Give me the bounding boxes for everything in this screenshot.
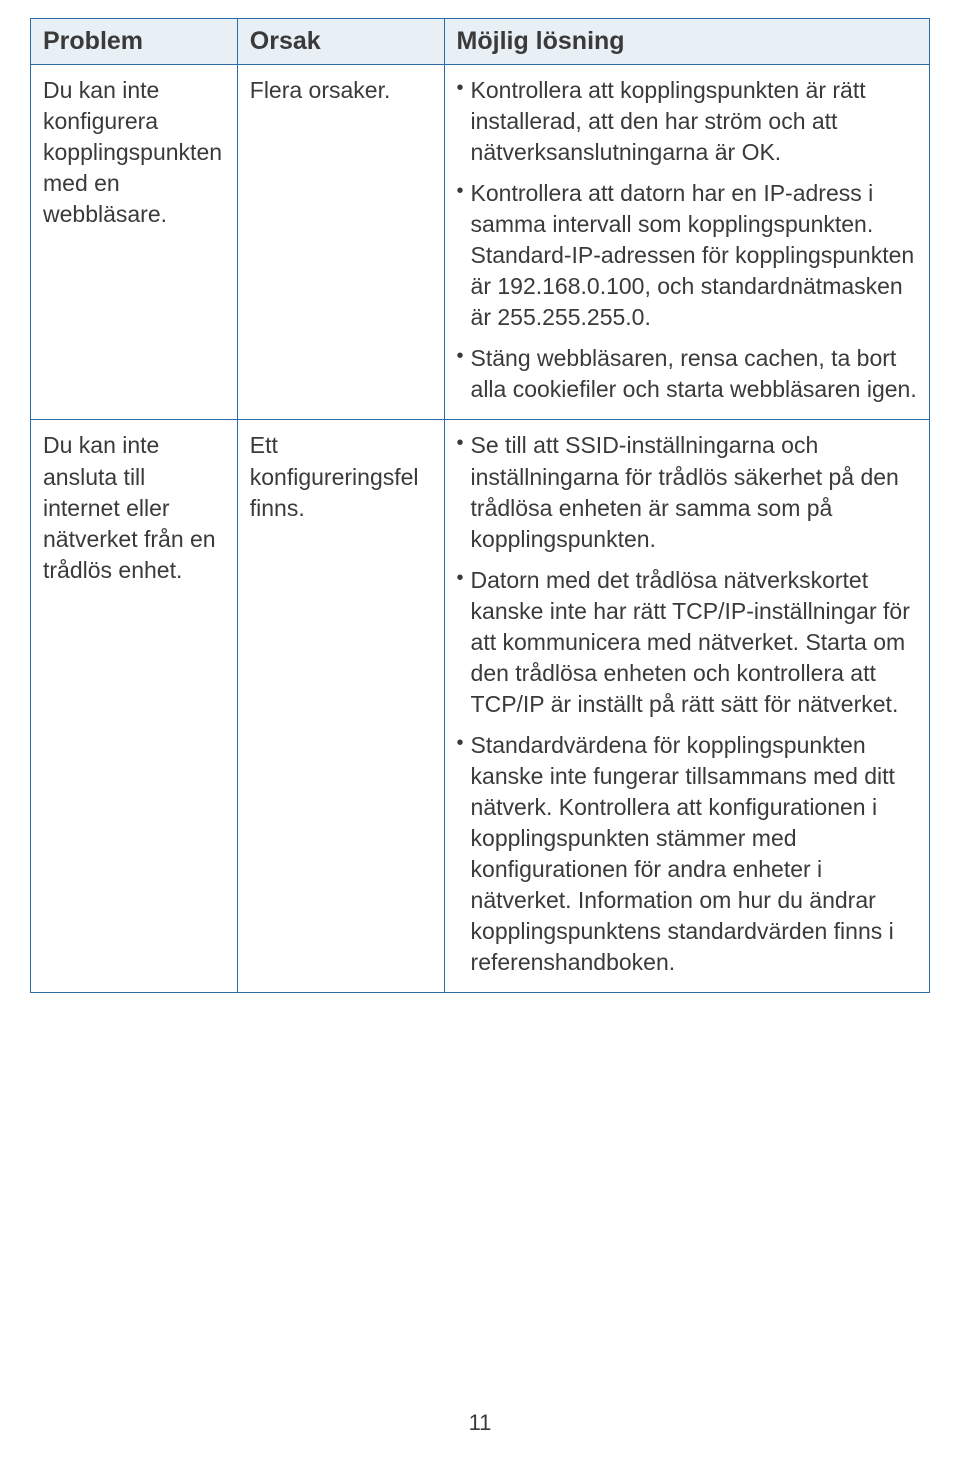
header-cause: Orsak <box>237 19 444 65</box>
list-item: Se till att SSID-inställningarna och ins… <box>457 430 917 554</box>
list-item: Kontrollera att datorn har en IP-adress … <box>457 178 917 333</box>
header-problem: Problem <box>31 19 238 65</box>
cell-problem: Du kan inte konfigurera kopplingspunkten… <box>31 65 238 420</box>
list-item: Standardvärdena för kopplingspunkten kan… <box>457 730 917 978</box>
table-row: Du kan inte ansluta till internet eller … <box>31 420 930 993</box>
cell-problem: Du kan inte ansluta till internet eller … <box>31 420 238 993</box>
solution-list: Se till att SSID-inställningarna och ins… <box>457 430 917 978</box>
list-item: Datorn med det trådlösa nätverkskortet k… <box>457 565 917 720</box>
list-item: Stäng webbläsaren, rensa cachen, ta bort… <box>457 343 917 405</box>
document-page: Problem Orsak Möjlig lösning Du kan inte… <box>0 0 960 1462</box>
cell-cause: Ett konfigureringsfel finns. <box>237 420 444 993</box>
troubleshooting-table: Problem Orsak Möjlig lösning Du kan inte… <box>30 18 930 993</box>
solution-list: Kontrollera att kopplingspunkten är rätt… <box>457 75 917 405</box>
cell-solution: Kontrollera att kopplingspunkten är rätt… <box>444 65 929 420</box>
list-item: Kontrollera att kopplingspunkten är rätt… <box>457 75 917 168</box>
page-number: 11 <box>0 1410 960 1436</box>
cell-cause: Flera orsaker. <box>237 65 444 420</box>
table-row: Du kan inte konfigurera kopplingspunkten… <box>31 65 930 420</box>
header-solution: Möjlig lösning <box>444 19 929 65</box>
table-header-row: Problem Orsak Möjlig lösning <box>31 19 930 65</box>
cell-solution: Se till att SSID-inställningarna och ins… <box>444 420 929 993</box>
